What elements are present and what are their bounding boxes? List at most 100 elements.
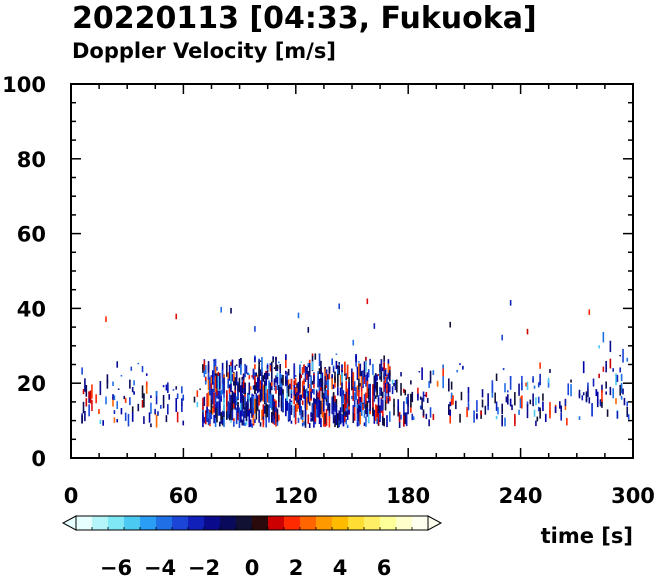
velocity-mark xyxy=(113,410,116,414)
velocity-mark xyxy=(407,400,409,415)
velocity-mark xyxy=(539,407,541,419)
velocity-mark xyxy=(328,366,331,374)
velocity-mark xyxy=(234,393,237,410)
velocity-mark xyxy=(356,366,359,381)
velocity-mark xyxy=(353,392,356,401)
velocity-mark xyxy=(210,375,213,384)
velocity-mark xyxy=(341,372,343,383)
velocity-mark xyxy=(150,423,152,428)
velocity-mark xyxy=(211,389,214,405)
velocity-mark xyxy=(237,383,239,392)
velocity-mark xyxy=(387,363,390,373)
velocity-mark xyxy=(341,364,343,369)
velocity-mark xyxy=(112,396,114,407)
velocity-mark xyxy=(141,366,144,373)
velocity-mark xyxy=(362,376,364,380)
velocity-mark xyxy=(211,370,214,385)
velocity-mark xyxy=(313,397,315,402)
velocity-mark xyxy=(280,378,283,384)
velocity-mark xyxy=(334,415,336,428)
velocity-mark xyxy=(269,382,272,398)
velocity-mark xyxy=(345,381,348,397)
velocity-mark xyxy=(285,370,287,375)
velocity-mark xyxy=(384,368,387,377)
velocity-mark xyxy=(220,393,222,402)
velocity-mark xyxy=(226,402,228,412)
velocity-mark xyxy=(143,393,145,408)
velocity-mark xyxy=(255,406,258,420)
velocity-mark xyxy=(238,377,241,393)
colorbar-segment xyxy=(396,516,413,530)
velocity-mark xyxy=(279,364,282,377)
velocity-mark xyxy=(372,363,374,375)
velocity-mark xyxy=(301,400,304,405)
velocity-mark xyxy=(605,360,607,373)
velocity-mark xyxy=(234,377,237,391)
velocity-mark xyxy=(265,371,267,386)
velocity-mark xyxy=(249,386,252,390)
velocity-mark xyxy=(214,417,217,427)
velocity-mark xyxy=(615,398,617,405)
velocity-mark xyxy=(387,397,390,404)
velocity-mark xyxy=(386,377,388,385)
velocity-mark xyxy=(341,395,343,413)
velocity-mark xyxy=(381,414,384,423)
velocity-mark xyxy=(321,379,324,392)
velocity-mark xyxy=(129,379,131,389)
velocity-mark xyxy=(282,394,284,412)
velocity-mark xyxy=(213,392,215,408)
velocity-mark xyxy=(352,372,355,387)
velocity-mark xyxy=(204,376,207,384)
velocity-mark xyxy=(501,334,503,341)
velocity-mark xyxy=(231,359,234,373)
velocity-mark xyxy=(356,422,359,427)
velocity-mark xyxy=(348,409,350,415)
velocity-mark xyxy=(176,411,179,423)
velocity-mark xyxy=(270,382,273,387)
velocity-mark xyxy=(285,377,287,384)
velocity-mark xyxy=(304,401,307,417)
velocity-mark xyxy=(342,404,345,419)
velocity-mark xyxy=(342,415,345,427)
velocity-mark xyxy=(268,373,270,377)
velocity-mark xyxy=(318,412,321,419)
velocity-mark xyxy=(172,389,175,391)
x-tick-label: 120 xyxy=(274,484,318,508)
velocity-mark xyxy=(256,395,259,408)
velocity-mark xyxy=(273,367,276,370)
velocity-mark xyxy=(299,364,301,382)
velocity-mark xyxy=(227,372,230,384)
velocity-mark xyxy=(537,396,540,404)
velocity-mark xyxy=(167,404,169,415)
velocity-mark xyxy=(217,371,220,380)
velocity-mark xyxy=(400,383,402,396)
velocity-mark xyxy=(359,412,362,425)
colorbar-segment xyxy=(188,516,205,530)
velocity-mark xyxy=(356,366,359,369)
velocity-mark xyxy=(106,374,109,384)
velocity-mark xyxy=(242,398,245,410)
velocity-mark xyxy=(255,382,258,391)
velocity-mark xyxy=(355,387,357,400)
velocity-mark xyxy=(148,412,151,423)
velocity-mark xyxy=(213,377,215,393)
velocity-mark xyxy=(369,383,371,398)
colorbar-tick-label: 0 xyxy=(245,556,260,577)
velocity-mark xyxy=(411,413,414,421)
velocity-mark xyxy=(207,391,210,407)
velocity-mark xyxy=(605,391,607,395)
velocity-mark xyxy=(449,409,452,416)
velocity-mark xyxy=(338,362,341,364)
velocity-mark xyxy=(308,369,311,377)
velocity-mark xyxy=(85,385,88,397)
velocity-mark xyxy=(518,409,520,415)
velocity-mark xyxy=(112,381,114,386)
velocity-mark xyxy=(290,420,293,424)
velocity-mark xyxy=(168,394,171,400)
velocity-mark xyxy=(455,400,457,410)
velocity-mark xyxy=(535,397,537,406)
velocity-mark xyxy=(626,357,629,362)
velocity-mark xyxy=(620,382,623,394)
velocity-mark xyxy=(275,412,277,427)
velocity-mark xyxy=(251,393,253,412)
